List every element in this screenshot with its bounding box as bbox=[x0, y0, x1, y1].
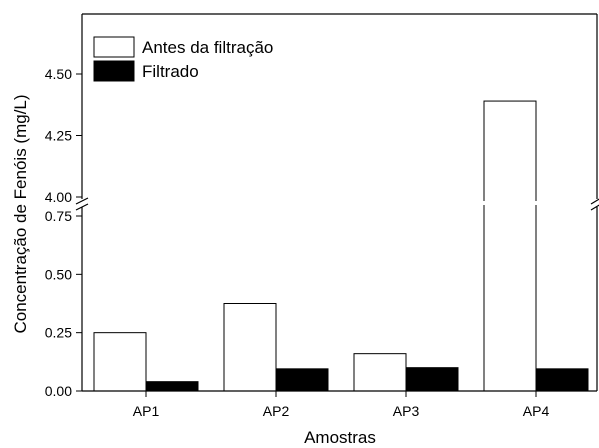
bar-ap3-filtrado bbox=[405, 367, 459, 392]
y-tick-label-0.00: 0.00 bbox=[45, 383, 72, 399]
y-tick-label-4.00: 4.00 bbox=[45, 189, 72, 205]
bar-ap1-antes bbox=[93, 332, 147, 392]
bar-ap3-antes bbox=[353, 353, 407, 392]
legend-label-filtrado: Filtrado bbox=[142, 62, 199, 81]
axes-layer bbox=[81, 13, 598, 392]
y-tick-label-0.50: 0.50 bbox=[45, 266, 72, 282]
bars-layer bbox=[93, 100, 589, 392]
y-tick-label-4.50: 4.50 bbox=[45, 66, 72, 82]
x-tick-label-ap1: AP1 bbox=[133, 403, 160, 419]
y-tick-label-4.25: 4.25 bbox=[45, 128, 72, 144]
legend-label-antes: Antes da filtração bbox=[142, 38, 273, 57]
legend-swatch-antes bbox=[93, 36, 135, 58]
axis-break bbox=[75, 197, 599, 211]
legend-swatch-filtrado bbox=[93, 60, 135, 82]
x-tick-label-ap2: AP2 bbox=[263, 403, 290, 419]
break-mark-right-top bbox=[590, 198, 599, 205]
bar-ap2-filtrado bbox=[275, 368, 329, 392]
y-tick-label-0.75: 0.75 bbox=[45, 208, 72, 224]
break-gap bbox=[83, 201, 596, 205]
y-axis-title: Concentração de Fenóis (mg/L) bbox=[11, 94, 30, 333]
break-mark-right-bottom bbox=[590, 204, 599, 211]
bar-ap2-antes bbox=[223, 303, 277, 392]
ticks-layer: AP1 AP2 AP3 AP4 0.00 0.25 0.50 0.75 4.00 4.25 4.50 bbox=[45, 66, 550, 419]
x-tick-label-ap3: AP3 bbox=[393, 403, 420, 419]
break-mark-left-bottom bbox=[75, 203, 89, 211]
break-mark-left-top bbox=[75, 197, 89, 205]
bar-ap1-filtrado bbox=[145, 381, 199, 392]
legend: Antes da filtração Filtrado bbox=[93, 36, 273, 82]
y-tick-label-0.25: 0.25 bbox=[45, 325, 72, 341]
x-tick-label-ap4: AP4 bbox=[523, 403, 550, 419]
x-axis-title: Amostras bbox=[304, 428, 376, 447]
bar-ap4-antes bbox=[483, 100, 537, 392]
bar-ap4-filtrado bbox=[535, 368, 589, 392]
